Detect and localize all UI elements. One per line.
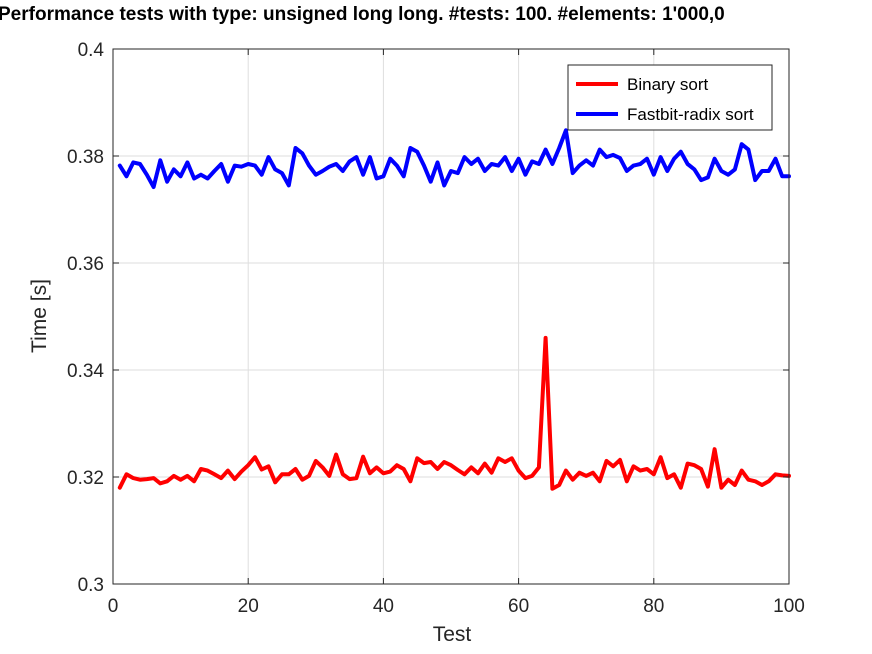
y-tick-label: 0.36 [67,254,104,275]
x-tick-label: 100 [773,596,805,617]
x-tick-label: 60 [508,596,529,617]
x-axis-label: Test [433,623,472,646]
plot-area [112,48,791,585]
series-line-fastbit-radix-sort [117,128,791,189]
series-line-binary-sort [117,335,791,491]
x-tick-label: 20 [238,596,259,617]
x-tick-label: 40 [373,596,394,617]
tick-labels: 0 20 40 60 80 100 0.3 0.32 0.34 0.36 0.38 0.4 [67,40,805,617]
chart-title: Performance tests with type: unsigned lo… [0,4,725,25]
x-tick-label: 0 [108,596,119,617]
y-tick-label: 0.4 [78,40,105,61]
y-tick-label: 0.3 [78,575,104,596]
y-tick-label: 0.32 [67,468,104,489]
y-tick-label: 0.38 [67,147,104,168]
axes-background [113,49,789,584]
legend-label-fastbit-radix-sort: Fastbit-radix sort [627,105,754,124]
y-tick-label: 0.34 [67,361,104,382]
ticks [112,48,790,585]
axes-box [112,48,790,585]
x-tick-label: 80 [643,596,664,617]
legend-label-binary-sort: Binary sort [627,75,709,94]
legend: Binary sort Fastbit-radix sort [567,64,773,131]
y-axis-label: Time [s] [28,279,51,353]
legend-box [567,64,773,131]
series-layer [117,128,791,491]
